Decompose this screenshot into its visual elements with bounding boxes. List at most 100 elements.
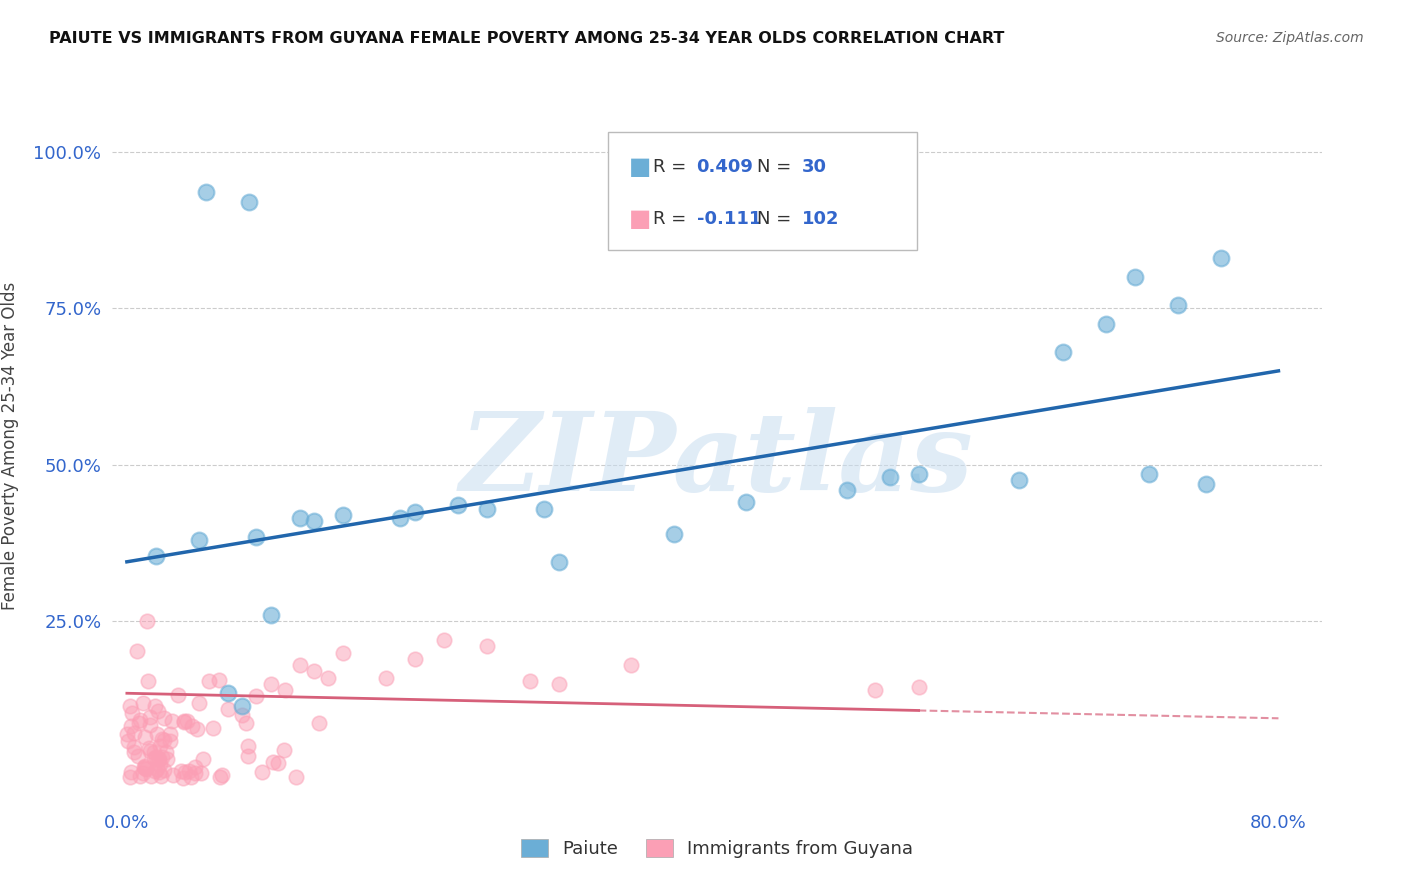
Point [142, 750, 165, 764]
Point [187, 696, 209, 710]
Point [447, 499, 470, 513]
Text: Source: ZipAtlas.com: Source: ZipAtlas.com [1216, 31, 1364, 45]
Point [127, 749, 149, 764]
Point [302, 514, 325, 528]
Point [120, 719, 142, 733]
Text: 102: 102 [801, 210, 839, 227]
Point [475, 501, 498, 516]
Point [149, 769, 172, 783]
Point [404, 505, 426, 519]
Point [187, 533, 209, 547]
Point [139, 710, 162, 724]
Point [734, 495, 756, 509]
Text: ■: ■ [628, 207, 651, 230]
Point [519, 673, 541, 688]
Point [134, 761, 156, 775]
Point [208, 770, 231, 784]
Point [1137, 467, 1160, 482]
Point [135, 614, 157, 628]
Point [134, 759, 156, 773]
Legend: Paiute, Immigrants from Guyana: Paiute, Immigrants from Guyana [513, 831, 921, 865]
Point [136, 673, 159, 688]
Point [139, 769, 162, 783]
Point [134, 730, 156, 744]
Point [132, 765, 155, 780]
Point [245, 690, 267, 704]
Point [115, 727, 138, 741]
Point [122, 745, 145, 759]
Point [170, 764, 193, 779]
Point [195, 186, 218, 200]
Point [1209, 251, 1232, 265]
Point [907, 680, 929, 694]
Point [156, 751, 179, 765]
Point [129, 769, 152, 783]
Point [172, 771, 194, 785]
Point [186, 722, 208, 736]
Point [231, 708, 253, 723]
Point [245, 530, 267, 544]
Point [145, 750, 167, 764]
Point [153, 711, 176, 725]
Point [238, 194, 260, 209]
Point [143, 698, 166, 713]
Point [231, 698, 253, 713]
Point [143, 764, 166, 779]
Point [160, 714, 183, 728]
Point [190, 766, 212, 780]
Point [142, 745, 165, 759]
Point [620, 658, 643, 673]
Point [146, 727, 169, 741]
Text: ZIPatlas: ZIPatlas [460, 407, 974, 514]
Point [547, 555, 569, 569]
Text: ■: ■ [628, 154, 651, 178]
FancyBboxPatch shape [609, 132, 917, 250]
Y-axis label: Female Poverty Among 25-34 Year Olds: Female Poverty Among 25-34 Year Olds [1, 282, 20, 610]
Point [1052, 345, 1074, 359]
Point [155, 745, 177, 759]
Point [284, 771, 307, 785]
Point [176, 714, 198, 728]
Point [179, 764, 201, 779]
Point [262, 756, 284, 770]
Point [865, 683, 887, 698]
Point [180, 719, 202, 733]
Point [150, 749, 173, 764]
Text: PAIUTE VS IMMIGRANTS FROM GUYANA FEMALE POVERTY AMONG 25-34 YEAR OLDS CORRELATIO: PAIUTE VS IMMIGRANTS FROM GUYANA FEMALE … [49, 31, 1004, 46]
Point [250, 765, 273, 780]
Text: N =: N = [756, 158, 797, 176]
Point [533, 501, 555, 516]
Point [235, 715, 257, 730]
Point [432, 633, 454, 648]
Point [217, 686, 239, 700]
Point [153, 763, 176, 777]
Point [191, 752, 214, 766]
Point [145, 549, 167, 563]
Text: N =: N = [756, 210, 797, 227]
Point [332, 508, 354, 522]
Point [120, 764, 142, 779]
Point [236, 748, 259, 763]
Point [148, 752, 170, 766]
Point [404, 652, 426, 666]
Point [149, 756, 172, 771]
Point [1008, 474, 1031, 488]
Text: 0.409: 0.409 [696, 158, 754, 176]
Point [273, 743, 295, 757]
Point [302, 665, 325, 679]
Point [202, 721, 225, 735]
Point [159, 727, 181, 741]
Point [1195, 476, 1218, 491]
Point [211, 768, 233, 782]
Point [118, 770, 141, 784]
Point [260, 677, 283, 691]
Point [475, 640, 498, 654]
Point [121, 706, 143, 721]
Text: R =: R = [652, 158, 692, 176]
Point [173, 715, 195, 730]
Point [375, 671, 398, 685]
Point [260, 607, 283, 622]
Point [835, 483, 858, 497]
Point [135, 762, 157, 776]
Point [125, 643, 148, 657]
